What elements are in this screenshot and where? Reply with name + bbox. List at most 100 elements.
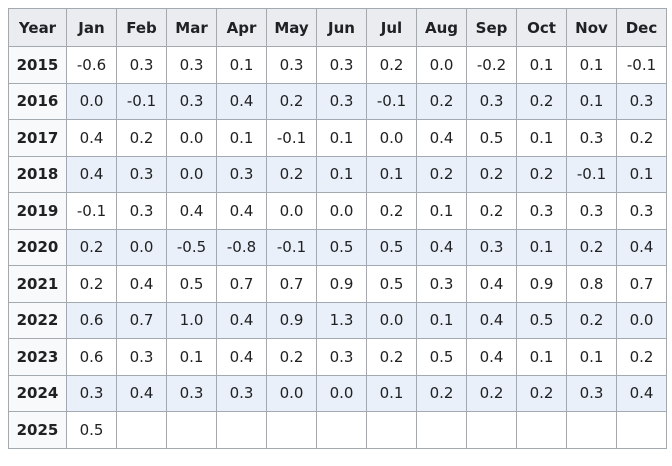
cell: 0.3 [66, 374, 117, 412]
cell: 0.1 [616, 155, 667, 193]
cell: 0.3 [316, 46, 367, 84]
cell: 0.3 [616, 192, 667, 230]
cell: 0.3 [566, 374, 617, 412]
column-header: Apr [216, 8, 267, 47]
cell: 0.2 [66, 228, 117, 266]
cell: 0.1 [366, 155, 417, 193]
cell: 0.2 [266, 155, 317, 193]
cell: 0.1 [216, 46, 267, 84]
cell: 0.2 [266, 82, 317, 120]
cell: 0.1 [366, 374, 417, 412]
cell [416, 411, 467, 449]
cell: 0.4 [616, 228, 667, 266]
cell: 0.2 [116, 119, 167, 157]
table-row: 2018 0.4 0.3 0.0 0.3 0.2 0.1 0.1 0.2 0.2 0.2 -0.1 0.… [8, 155, 667, 193]
row-header: 2023 [8, 338, 67, 376]
cell: 0.3 [116, 46, 167, 84]
cell: 0.9 [516, 265, 567, 303]
cell: 0.3 [466, 228, 517, 266]
cell: 0.9 [316, 265, 367, 303]
cell: 0.2 [366, 46, 417, 84]
cell: -0.6 [66, 46, 117, 84]
cell: 0.1 [316, 119, 367, 157]
table-row: 2021 0.2 0.4 0.5 0.7 0.7 0.9 0.5 0.3 0.4 0.9 0.8 0.7 [8, 265, 667, 303]
table-row: 2016 0.0 -0.1 0.3 0.4 0.2 0.3 -0.1 0.2 0.3 0.2 0.1 0… [8, 82, 667, 120]
table-row: 2023 0.6 0.3 0.1 0.4 0.2 0.3 0.2 0.5 0.4 0.1 0.1 0.2 [8, 338, 667, 376]
cell: 0.2 [416, 155, 467, 193]
cell: 0.4 [216, 82, 267, 120]
cell: 0.3 [416, 265, 467, 303]
cell: 0.0 [416, 46, 467, 84]
cell: -0.1 [616, 46, 667, 84]
cell: -0.1 [366, 82, 417, 120]
cell [566, 411, 617, 449]
cell: 0.4 [416, 228, 467, 266]
cell: 0.1 [516, 46, 567, 84]
cell: -0.1 [266, 119, 317, 157]
cell: 1.3 [316, 301, 367, 339]
cell: 0.5 [516, 301, 567, 339]
cell: 0.2 [416, 374, 467, 412]
cell: 0.2 [266, 338, 317, 376]
row-header: 2020 [8, 228, 67, 266]
cell: 0.3 [316, 82, 367, 120]
row-header: 2019 [8, 192, 67, 230]
cell: 0.5 [366, 228, 417, 266]
cell: 0.3 [116, 192, 167, 230]
cell: 0.2 [616, 338, 667, 376]
data-table: Year Jan Feb Mar Apr May Jun Jul Aug Sep Oct Nov Dec… [8, 8, 667, 449]
cell: -0.8 [216, 228, 267, 266]
cell: 0.7 [116, 301, 167, 339]
cell: 0.3 [316, 338, 367, 376]
cell: 0.3 [166, 46, 217, 84]
table-row: 2019 -0.1 0.3 0.4 0.4 0.0 0.0 0.2 0.1 0.2 0.3 0.3 0.… [8, 192, 667, 230]
cell: 0.5 [366, 265, 417, 303]
cell: 0.1 [516, 119, 567, 157]
cell: 0.4 [416, 119, 467, 157]
cell: 0.1 [566, 338, 617, 376]
cell: 0.0 [266, 192, 317, 230]
cell: -0.5 [166, 228, 217, 266]
cell: 0.3 [566, 119, 617, 157]
column-header: Jun [316, 8, 367, 47]
column-header: Oct [516, 8, 567, 47]
column-header: Nov [566, 8, 617, 47]
table-row: 2020 0.2 0.0 -0.5 -0.8 -0.1 0.5 0.5 0.4 0.3 0.1 0.2… [8, 228, 667, 266]
cell [616, 411, 667, 449]
cell: 0.3 [466, 82, 517, 120]
cell: 0.2 [466, 192, 517, 230]
cell: 0.4 [466, 265, 517, 303]
row-header: 2018 [8, 155, 67, 193]
table-row: 2022 0.6 0.7 1.0 0.4 0.9 1.3 0.0 0.1 0.4 0.5 0.2 0.0 [8, 301, 667, 339]
cell: 0.1 [166, 338, 217, 376]
cell: 0.2 [416, 82, 467, 120]
cell [266, 411, 317, 449]
cell: 0.7 [216, 265, 267, 303]
cell [116, 411, 167, 449]
cell: 0.4 [216, 301, 267, 339]
cell [516, 411, 567, 449]
cell: 0.1 [566, 82, 617, 120]
table-row: 2024 0.3 0.4 0.3 0.3 0.0 0.0 0.1 0.2 0.2 0.2 0.3 0.4 [8, 374, 667, 412]
cell: 0.2 [566, 228, 617, 266]
column-header: Year [8, 8, 67, 47]
cell: 0.2 [466, 155, 517, 193]
cell: 0.0 [166, 155, 217, 193]
cell: 0.3 [116, 338, 167, 376]
column-header: Feb [116, 8, 167, 47]
cell: 1.0 [166, 301, 217, 339]
cell: 0.2 [516, 82, 567, 120]
cell [166, 411, 217, 449]
cell: 0.3 [216, 374, 267, 412]
cell: 0.3 [166, 374, 217, 412]
row-header: 2022 [8, 301, 67, 339]
cell: 0.4 [466, 338, 517, 376]
cell: 0.5 [416, 338, 467, 376]
cell: 0.4 [66, 119, 117, 157]
column-header: May [266, 8, 317, 47]
cell: 0.4 [66, 155, 117, 193]
cell: 0.1 [516, 338, 567, 376]
cell: 0.3 [216, 155, 267, 193]
cell: 0.1 [516, 228, 567, 266]
